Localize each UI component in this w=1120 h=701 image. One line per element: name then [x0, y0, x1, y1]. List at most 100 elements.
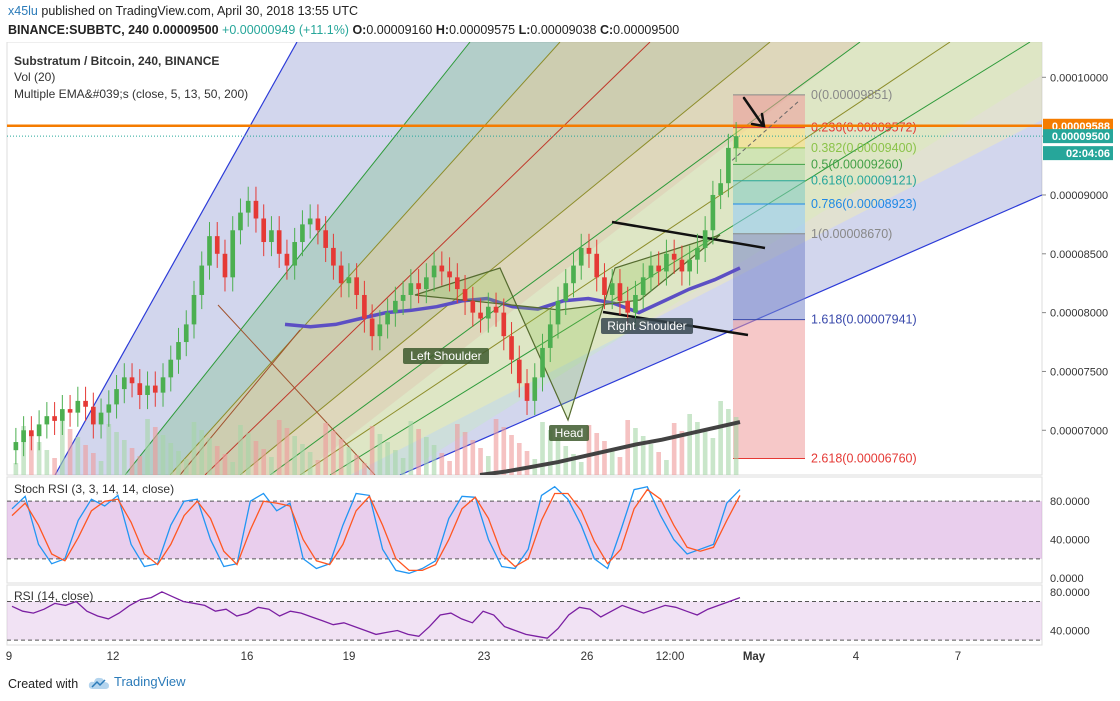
candle[interactable]	[183, 324, 189, 343]
candle[interactable]	[462, 289, 468, 301]
rsi-pane[interactable]	[6, 584, 1043, 646]
candle[interactable]	[106, 404, 112, 413]
candle[interactable]	[369, 318, 375, 337]
candle[interactable]	[152, 385, 158, 393]
candle[interactable]	[67, 409, 73, 413]
candle[interactable]	[230, 230, 236, 278]
candle[interactable]	[176, 342, 181, 360]
candle[interactable]	[408, 283, 414, 295]
candle[interactable]	[52, 416, 57, 421]
candle[interactable]	[323, 230, 328, 248]
candle[interactable]	[679, 259, 685, 272]
candle[interactable]	[509, 336, 514, 360]
candle[interactable]	[21, 430, 26, 443]
candle[interactable]	[617, 283, 623, 301]
candle[interactable]	[431, 265, 437, 278]
candle[interactable]	[98, 412, 104, 425]
candle[interactable]	[524, 383, 530, 401]
candle[interactable]	[555, 300, 561, 325]
candle[interactable]	[269, 230, 274, 243]
candle[interactable]	[656, 265, 662, 272]
candle[interactable]	[245, 200, 251, 213]
candle[interactable]	[633, 294, 638, 313]
candle[interactable]	[664, 253, 669, 272]
rsi-label: RSI (14, close)	[14, 589, 93, 603]
candle[interactable]	[121, 377, 127, 390]
candle[interactable]	[571, 265, 576, 284]
candle[interactable]	[300, 224, 305, 243]
candle[interactable]	[400, 294, 406, 301]
candle[interactable]	[137, 383, 143, 395]
candle[interactable]	[726, 147, 731, 184]
candle[interactable]	[416, 283, 421, 290]
candle[interactable]	[718, 183, 723, 195]
candle[interactable]	[516, 359, 522, 384]
candle[interactable]	[75, 400, 81, 413]
candle[interactable]	[640, 277, 646, 295]
candle[interactable]	[253, 200, 259, 219]
candle[interactable]	[586, 247, 592, 254]
candle[interactable]	[687, 259, 692, 272]
candle[interactable]	[385, 312, 390, 325]
candle[interactable]	[424, 277, 429, 290]
candle[interactable]	[129, 377, 135, 384]
candle[interactable]	[145, 385, 150, 395]
candle[interactable]	[207, 236, 212, 266]
candle[interactable]	[292, 242, 298, 266]
candle[interactable]	[222, 253, 228, 278]
candle[interactable]	[470, 300, 476, 313]
candle[interactable]	[439, 265, 445, 272]
candle[interactable]	[284, 253, 290, 266]
candle[interactable]	[485, 306, 491, 319]
candle[interactable]	[609, 283, 615, 295]
candle[interactable]	[602, 277, 607, 295]
candle[interactable]	[671, 253, 677, 260]
candle[interactable]	[29, 430, 34, 437]
candle[interactable]	[594, 253, 600, 278]
candle[interactable]	[199, 265, 205, 295]
candle[interactable]	[90, 406, 96, 425]
tradingview-link[interactable]: TradingView	[88, 674, 186, 690]
candle[interactable]	[532, 377, 538, 401]
chart-canvas[interactable]: 0(0.00009851) 0.236(0.00009572) 0.382(0.00…	[0, 42, 1120, 671]
candle[interactable]	[114, 389, 119, 405]
candle[interactable]	[362, 294, 367, 319]
candle[interactable]	[625, 300, 631, 313]
author-link[interactable]: x45lu	[8, 4, 38, 18]
candle[interactable]	[710, 194, 716, 231]
candle[interactable]	[338, 265, 344, 284]
candle[interactable]	[578, 247, 584, 266]
candle[interactable]	[563, 283, 569, 301]
candle[interactable]	[346, 277, 352, 284]
candle[interactable]	[307, 218, 313, 225]
candle[interactable]	[454, 277, 460, 290]
candle[interactable]	[191, 294, 197, 325]
candle[interactable]	[733, 136, 739, 148]
candle[interactable]	[702, 230, 708, 248]
candle[interactable]	[44, 416, 50, 425]
candle[interactable]	[447, 271, 452, 278]
candle[interactable]	[276, 230, 282, 254]
candle[interactable]	[547, 324, 553, 348]
candle[interactable]	[695, 247, 700, 260]
candle[interactable]	[83, 400, 88, 407]
candle[interactable]	[377, 324, 383, 337]
candle[interactable]	[214, 236, 220, 254]
candle[interactable]	[493, 306, 499, 313]
stoch-pane[interactable]	[6, 476, 1043, 584]
candle[interactable]	[168, 359, 174, 378]
candle[interactable]	[160, 377, 166, 393]
candle[interactable]	[331, 247, 336, 266]
candle[interactable]	[60, 409, 65, 421]
candle[interactable]	[315, 218, 321, 231]
candle[interactable]	[354, 277, 359, 295]
candle[interactable]	[393, 300, 398, 313]
candle[interactable]	[238, 212, 243, 231]
candle[interactable]	[648, 265, 654, 278]
candle[interactable]	[478, 312, 483, 319]
candle[interactable]	[261, 218, 267, 243]
candle[interactable]	[36, 424, 42, 437]
candle[interactable]	[501, 312, 507, 337]
candle[interactable]	[540, 347, 545, 378]
candle[interactable]	[13, 442, 19, 451]
